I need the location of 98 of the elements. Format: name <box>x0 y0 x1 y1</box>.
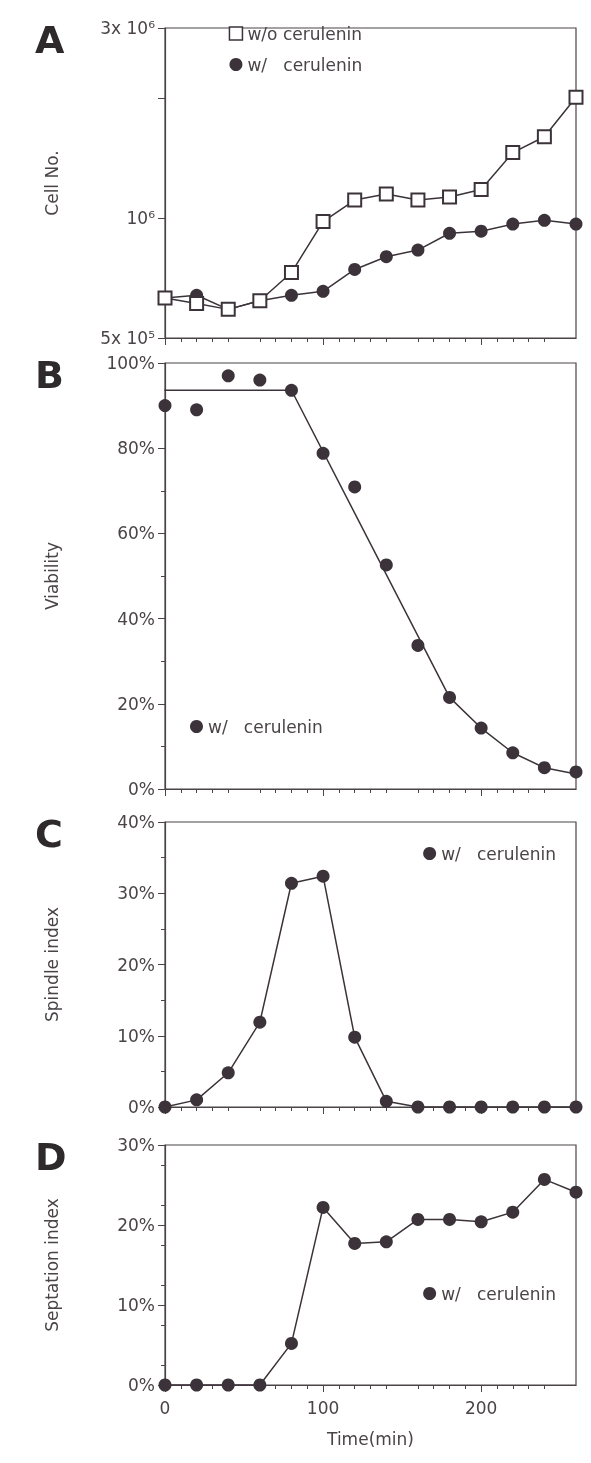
point <box>221 1378 235 1392</box>
y-tick-label: 10% <box>117 1025 155 1046</box>
point <box>316 869 330 883</box>
y-axis-title: Septation index <box>41 1198 62 1332</box>
point <box>348 262 362 276</box>
point <box>506 1205 520 1219</box>
point <box>443 690 457 704</box>
point <box>348 1030 362 1044</box>
point <box>158 399 172 413</box>
point <box>283 265 299 281</box>
y-axis-title: Spindle index <box>41 907 62 1022</box>
y-tick-label: 80% <box>117 438 155 459</box>
point <box>505 145 521 161</box>
point <box>537 1172 551 1186</box>
point <box>537 213 551 227</box>
y-tick-label: 100% <box>106 353 155 373</box>
point <box>410 192 426 208</box>
chart-title: D <box>35 1135 67 1179</box>
y-tick-label: 0% <box>128 1375 155 1395</box>
point <box>474 1215 488 1229</box>
point <box>506 1100 520 1114</box>
point <box>443 226 457 240</box>
y-tick-label: 10% <box>117 1295 155 1315</box>
point <box>253 373 267 387</box>
point <box>284 288 298 302</box>
chart-title: C <box>35 812 63 856</box>
point <box>284 383 298 397</box>
point <box>474 224 488 238</box>
y-tick-label: 0% <box>128 1097 155 1117</box>
y-tick-label: 30% <box>117 883 155 904</box>
y-tick-label: 5x 10⁵ <box>100 328 155 348</box>
point <box>411 638 425 652</box>
point <box>378 186 394 202</box>
chart-title: A <box>35 18 65 62</box>
point <box>569 765 583 779</box>
point <box>284 876 298 890</box>
point <box>473 181 489 197</box>
x-tick-label: 100 <box>306 1397 340 1418</box>
y-tick-label: 3x 10⁶ <box>100 18 156 38</box>
y-tick-label: 20% <box>117 693 155 714</box>
point <box>568 89 584 105</box>
legend-label: w/ cerulenin <box>441 1283 557 1304</box>
point <box>536 129 552 145</box>
point <box>411 1100 425 1114</box>
chart-title: B <box>35 353 64 397</box>
point <box>569 217 583 231</box>
point <box>316 1200 330 1214</box>
point <box>316 446 330 460</box>
y-axis-title: Viability <box>41 541 62 611</box>
legend-label: w/o cerulenin <box>247 23 362 44</box>
point <box>284 1336 298 1350</box>
point <box>474 1100 488 1114</box>
point <box>158 1100 172 1114</box>
point <box>221 1066 235 1080</box>
legend-label: w/ cerulenin <box>441 843 557 864</box>
y-tick-label: 30% <box>117 1135 155 1155</box>
point <box>379 250 393 264</box>
y-tick-label: 10⁶ <box>126 208 156 229</box>
point <box>506 746 520 760</box>
y-tick-label: 40% <box>117 812 155 832</box>
point <box>348 1236 362 1250</box>
point <box>442 189 458 205</box>
point <box>379 1235 393 1249</box>
point <box>506 217 520 231</box>
y-tick-label: 0% <box>128 779 155 799</box>
x-axis-title: Time(min) <box>326 1428 414 1449</box>
x-tick-label: 0 <box>159 1397 171 1418</box>
point <box>315 214 331 230</box>
y-tick-label: 40% <box>117 608 155 629</box>
x-tick-label: 200 <box>464 1397 498 1418</box>
point <box>253 1378 267 1392</box>
point <box>537 761 551 775</box>
point <box>347 192 363 208</box>
point <box>569 1185 583 1199</box>
point <box>190 403 204 417</box>
point <box>379 558 393 572</box>
point <box>221 369 235 383</box>
point <box>316 284 330 298</box>
point <box>348 480 362 494</box>
point <box>474 721 488 735</box>
y-tick-label: 60% <box>117 523 155 544</box>
point <box>190 1378 204 1392</box>
legend-label: w/ cerulenin <box>247 54 363 75</box>
point <box>537 1100 551 1114</box>
point <box>190 1093 204 1107</box>
point <box>189 296 205 312</box>
point <box>411 243 425 257</box>
point <box>443 1100 457 1114</box>
point <box>253 1015 267 1029</box>
y-tick-label: 20% <box>117 1215 155 1235</box>
point <box>411 1212 425 1226</box>
point <box>569 1100 583 1114</box>
point <box>379 1094 393 1108</box>
point <box>158 1378 172 1392</box>
y-axis-title: Cell No. <box>41 150 62 216</box>
y-tick-label: 20% <box>117 954 155 975</box>
legend-label: w/ cerulenin <box>208 716 323 737</box>
point <box>443 1212 457 1226</box>
